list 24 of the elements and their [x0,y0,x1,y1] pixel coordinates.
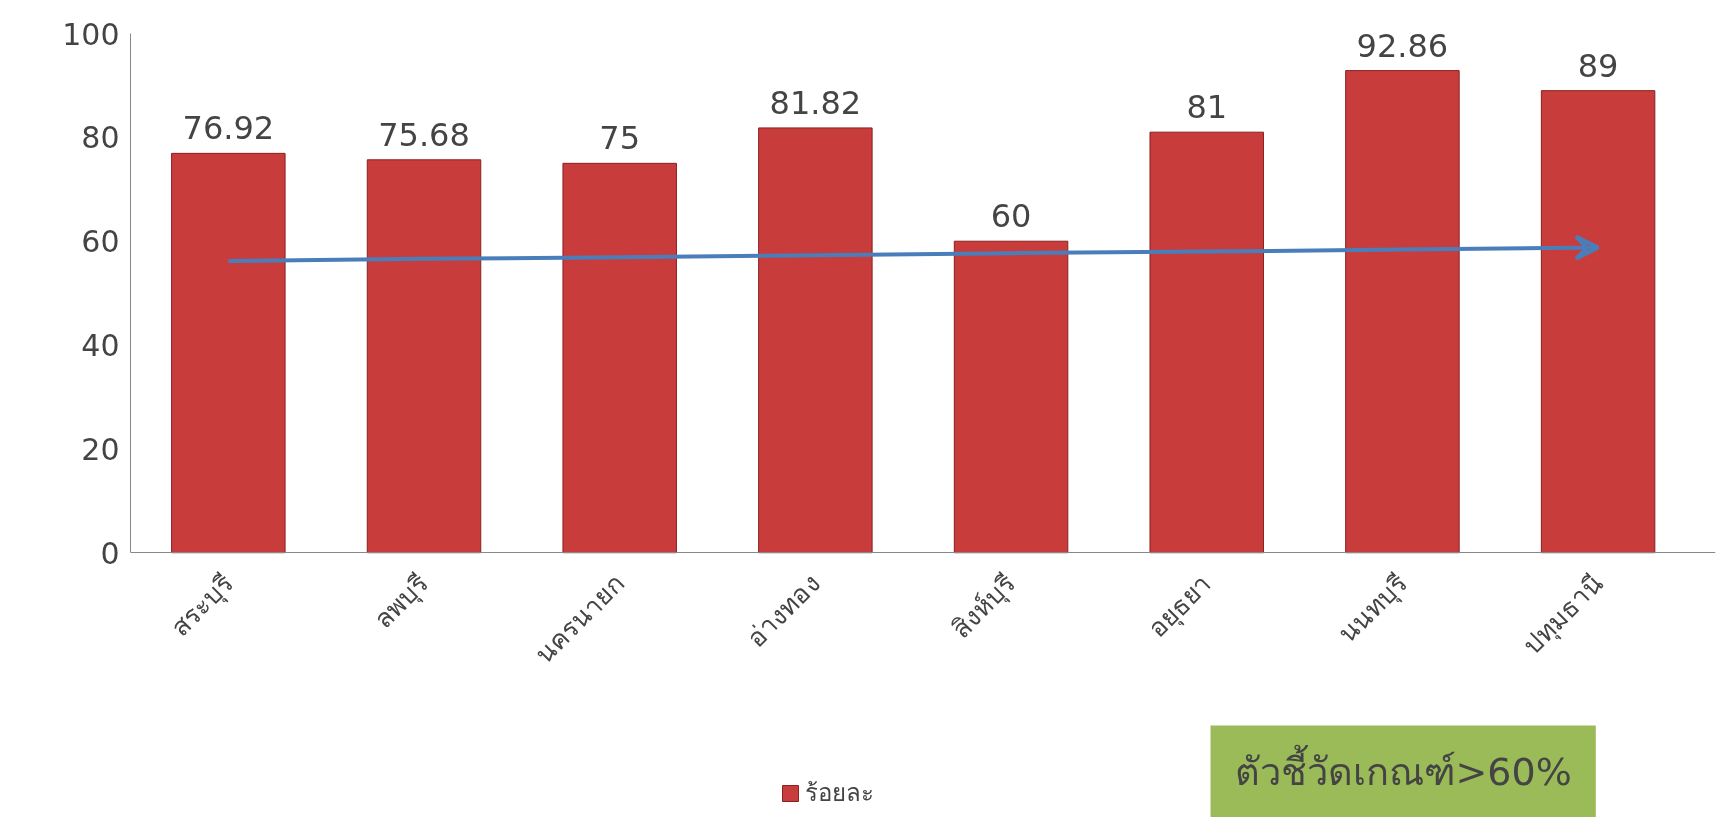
data-label: 92.86 [1356,26,1449,65]
text: ตัวชี้วัดเกณฑ์>60% [1234,743,1572,794]
data-label: 75 [599,119,641,158]
y-tick-label: 60 [81,224,120,260]
data-label: 75.68 [378,115,470,154]
data-label: 76.92 [182,109,275,148]
bar [1149,131,1264,554]
bar [1345,70,1460,554]
bar [1540,90,1656,554]
y-tick-label: 80 [81,120,120,156]
y-tick-label: 20 [81,431,120,467]
data-label: 81.82 [769,83,862,122]
bar [562,162,677,554]
data-label: 81 [1186,88,1228,127]
y-tick-label: 0 [100,535,120,571]
bar [758,127,873,554]
y-tick-label: 40 [81,328,120,364]
data-label: 89 [1577,46,1619,85]
bar [171,152,286,554]
bar [953,240,1069,554]
legend-label: ร้อยละ [805,778,874,809]
data-label: 60 [990,197,1032,236]
y-tick-label: 100 [62,16,120,52]
bar [366,159,482,554]
